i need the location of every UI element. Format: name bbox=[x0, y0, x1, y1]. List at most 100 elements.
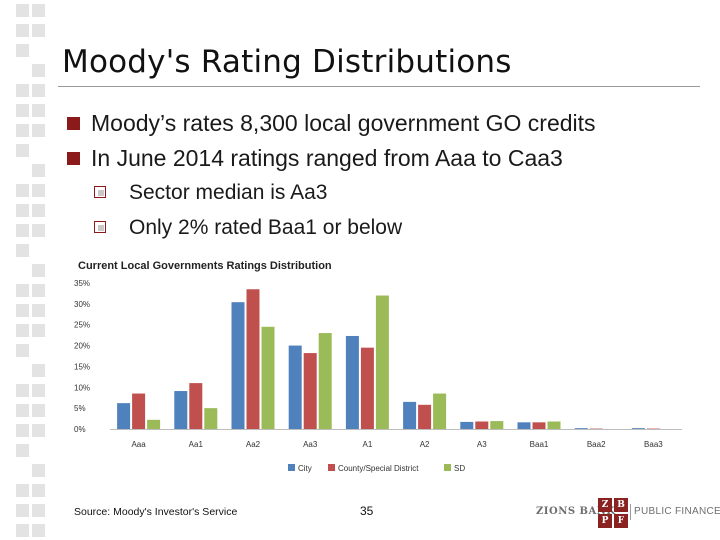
bar-city bbox=[288, 345, 302, 429]
decorative-square bbox=[32, 184, 45, 197]
bar-sd bbox=[204, 408, 218, 429]
y-tick-label: 15% bbox=[74, 362, 90, 371]
decorative-square bbox=[16, 244, 29, 257]
chart-title: Current Local Governments Ratings Distri… bbox=[78, 260, 332, 272]
decorative-square bbox=[32, 104, 45, 117]
bar-sd bbox=[318, 333, 332, 429]
decorative-square bbox=[32, 124, 45, 137]
decorative-square bbox=[16, 344, 29, 357]
bar-city bbox=[574, 428, 588, 429]
logo-monogram-letter: P bbox=[598, 514, 612, 528]
y-tick-label: 20% bbox=[74, 342, 90, 351]
bar-city bbox=[231, 302, 245, 429]
bullet-text: Moody’s rates 8,300 local government GO … bbox=[91, 110, 596, 136]
x-tick-label: A1 bbox=[363, 440, 373, 449]
bar-county-special-district bbox=[246, 289, 260, 429]
square-bullet-icon bbox=[67, 117, 80, 130]
x-tick-label: A2 bbox=[420, 440, 430, 449]
decorative-square bbox=[16, 304, 29, 317]
decorative-square bbox=[16, 44, 29, 57]
decorative-square bbox=[16, 4, 29, 17]
decorative-square bbox=[32, 384, 45, 397]
decorative-square bbox=[32, 224, 45, 237]
bar-county-special-district bbox=[360, 347, 374, 429]
bar-city bbox=[345, 335, 359, 429]
bar-city bbox=[631, 428, 645, 429]
decorative-square bbox=[16, 24, 29, 37]
bullet-text: In June 2014 ratings ranged from Aaa to … bbox=[91, 145, 563, 171]
bullet-list: Moody’s rates 8,300 local government GO … bbox=[66, 108, 596, 248]
decorative-square bbox=[32, 84, 45, 97]
y-tick-label: 0% bbox=[74, 425, 86, 434]
legend-swatch bbox=[328, 464, 335, 471]
decorative-square bbox=[16, 444, 29, 457]
decorative-square bbox=[16, 184, 29, 197]
decorative-square bbox=[32, 204, 45, 217]
y-tick-label: 35% bbox=[74, 279, 90, 288]
bar-county-special-district bbox=[189, 383, 203, 429]
decorative-square bbox=[32, 304, 45, 317]
decorative-square bbox=[32, 404, 45, 417]
ratings-distribution-chart: Current Local Governments Ratings Distri… bbox=[74, 260, 682, 473]
legend-swatch bbox=[444, 464, 451, 471]
decorative-square bbox=[32, 424, 45, 437]
decorative-square bbox=[32, 324, 45, 337]
y-tick-label: 25% bbox=[74, 321, 90, 330]
bar-county-special-district bbox=[303, 353, 317, 429]
bar-city bbox=[517, 422, 531, 429]
logo-monogram: Z B P F bbox=[598, 498, 628, 528]
decorative-square bbox=[16, 84, 29, 97]
x-tick-label: Aa2 bbox=[246, 440, 261, 449]
sub-bullet-text: Only 2% rated Baa1 or below bbox=[129, 216, 403, 239]
decorative-square bbox=[16, 484, 29, 497]
bar-sd bbox=[261, 326, 275, 429]
bar-sd bbox=[433, 393, 447, 429]
logo-monogram-letter: F bbox=[614, 514, 628, 528]
y-tick-label: 30% bbox=[74, 300, 90, 309]
checkbox-bullet-icon bbox=[94, 186, 106, 198]
decorative-square bbox=[32, 504, 45, 517]
bar-county-special-district bbox=[132, 393, 146, 429]
bar-county-special-district bbox=[418, 404, 432, 429]
decorative-square bbox=[32, 24, 45, 37]
decorative-square bbox=[16, 404, 29, 417]
title-divider bbox=[58, 86, 700, 87]
decorative-square bbox=[32, 4, 45, 17]
decorative-square bbox=[32, 284, 45, 297]
logo-division: PUBLIC FINANCE bbox=[634, 506, 720, 517]
decorative-square bbox=[32, 164, 45, 177]
bar-sd bbox=[147, 419, 161, 429]
logo-monogram-letter: B bbox=[614, 498, 628, 512]
bar-county-special-district bbox=[532, 422, 546, 429]
decorative-square bbox=[16, 324, 29, 337]
x-tick-label: Baa3 bbox=[644, 440, 663, 449]
bar-sd bbox=[547, 421, 561, 429]
logo-separator bbox=[630, 504, 631, 520]
y-tick-label: 5% bbox=[74, 404, 86, 413]
x-tick-label: Aa3 bbox=[303, 440, 318, 449]
source-note: Source: Moody's Investor's Service bbox=[74, 506, 238, 518]
decorative-square bbox=[32, 484, 45, 497]
bar-city bbox=[460, 421, 474, 429]
decorative-square bbox=[16, 104, 29, 117]
sub-bullet-text: Sector median is Aa3 bbox=[129, 181, 328, 204]
logo-bank-name: ZIONS BANK bbox=[536, 506, 616, 517]
decorative-square bbox=[16, 384, 29, 397]
logo-monogram-letter: Z bbox=[598, 498, 612, 512]
decorative-square bbox=[16, 204, 29, 217]
bar-city bbox=[117, 403, 131, 429]
square-bullet-icon bbox=[67, 152, 80, 165]
bar-county-special-district bbox=[475, 421, 489, 429]
decorative-square bbox=[32, 364, 45, 377]
decorative-square bbox=[32, 464, 45, 477]
bar-city bbox=[403, 401, 417, 429]
slide-title: Moody's Rating Distributions bbox=[62, 44, 512, 80]
decorative-square bbox=[16, 504, 29, 517]
page-number: 35 bbox=[360, 504, 374, 518]
decorative-square bbox=[16, 224, 29, 237]
legend-label: County/Special District bbox=[338, 464, 419, 473]
decorative-square bbox=[16, 124, 29, 137]
legend-label: SD bbox=[454, 464, 465, 473]
decorative-square bbox=[16, 424, 29, 437]
bar-sd bbox=[375, 295, 389, 429]
